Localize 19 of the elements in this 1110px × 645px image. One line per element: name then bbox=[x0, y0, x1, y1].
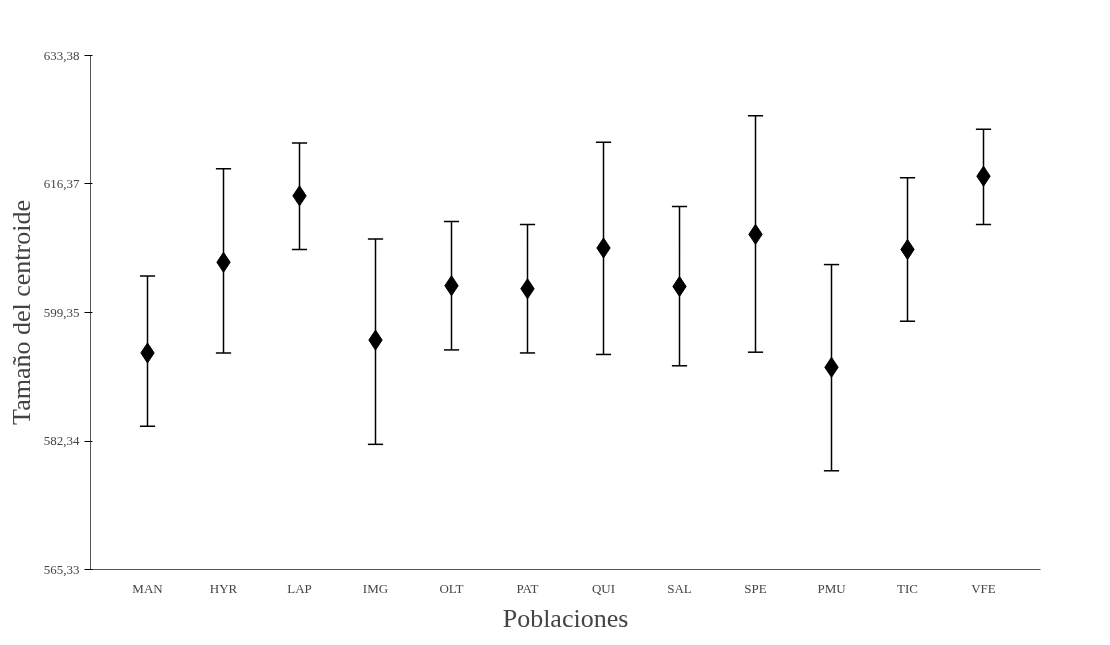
y-tick-label: 599,35 bbox=[43, 304, 80, 320]
x-tick-label: TIC bbox=[897, 580, 918, 596]
x-tick-label: PMU bbox=[817, 580, 847, 596]
x-tick-label: PAT bbox=[516, 580, 539, 596]
y-tick-label: 565,33 bbox=[43, 561, 80, 577]
y-axis-title: Tamaño del centroide bbox=[6, 200, 36, 425]
x-tick-label: QUI bbox=[591, 580, 616, 596]
x-tick-label: SPE bbox=[744, 580, 767, 596]
x-tick-label: LAP bbox=[287, 580, 312, 596]
y-tick-label: 616,37 bbox=[43, 175, 80, 191]
x-axis-title: Poblaciones bbox=[502, 603, 629, 633]
x-tick-label: IMG bbox=[362, 580, 389, 596]
x-tick-label: HYR bbox=[209, 580, 238, 596]
y-tick-label: 582,34 bbox=[43, 433, 80, 449]
y-tick-label: 633,38 bbox=[43, 47, 80, 63]
x-tick-label: SAL bbox=[667, 580, 692, 596]
x-tick-label: MAN bbox=[132, 580, 164, 596]
x-tick-label: VFE bbox=[971, 580, 996, 596]
x-tick-label: OLT bbox=[439, 580, 464, 596]
